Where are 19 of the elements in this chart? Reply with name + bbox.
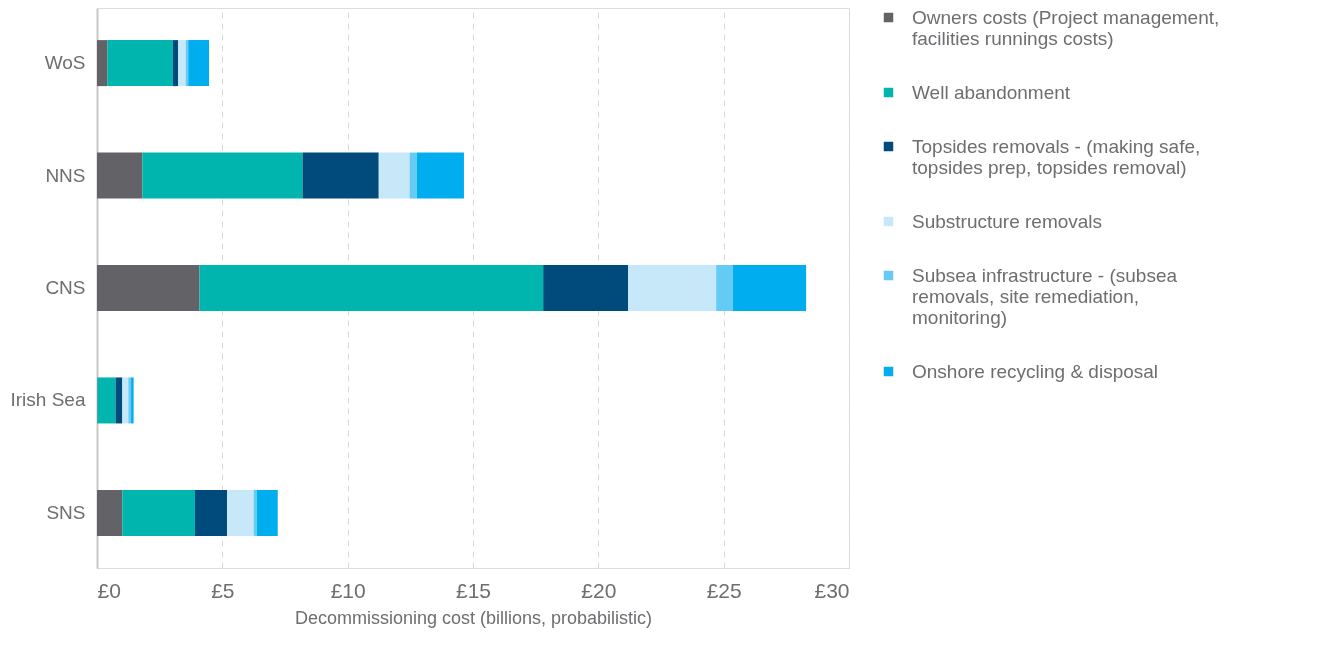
legend-label: Substructure removals <box>912 210 1103 232</box>
legend-label: Topsides removals - (making safe, topsides prep, topsides removal) <box>912 135 1201 178</box>
x-tick-label: £20 <box>581 578 617 602</box>
y-tick-label: CNS <box>45 277 86 298</box>
x-tick-label: £25 <box>706 578 742 602</box>
legend-label: Owners costs (Project management, facilities runnings costs) <box>912 6 1220 49</box>
y-tick-label: NNS <box>45 164 86 186</box>
y-tick-label: Irish Sea <box>10 389 86 411</box>
x-tick-label: £0 <box>97 578 121 602</box>
x-tick-label: £30 <box>814 578 850 602</box>
x-tick-label: £10 <box>330 578 366 602</box>
legend-label: Well abandonment <box>912 81 1071 103</box>
legend-label: Subsea infrastructure - (subsea removals, site remediation, monitoring) <box>912 264 1178 328</box>
x-tick-label: £15 <box>455 578 492 602</box>
y-tick-label: SNS <box>46 501 86 523</box>
x-axis-title: Decommissioning cost (billions, probabilistic) <box>294 607 653 628</box>
y-tick-label: WoS <box>44 52 86 74</box>
legend-label: Onshore recycling & disposal <box>912 360 1159 382</box>
x-tick-label: £5 <box>211 578 235 602</box>
